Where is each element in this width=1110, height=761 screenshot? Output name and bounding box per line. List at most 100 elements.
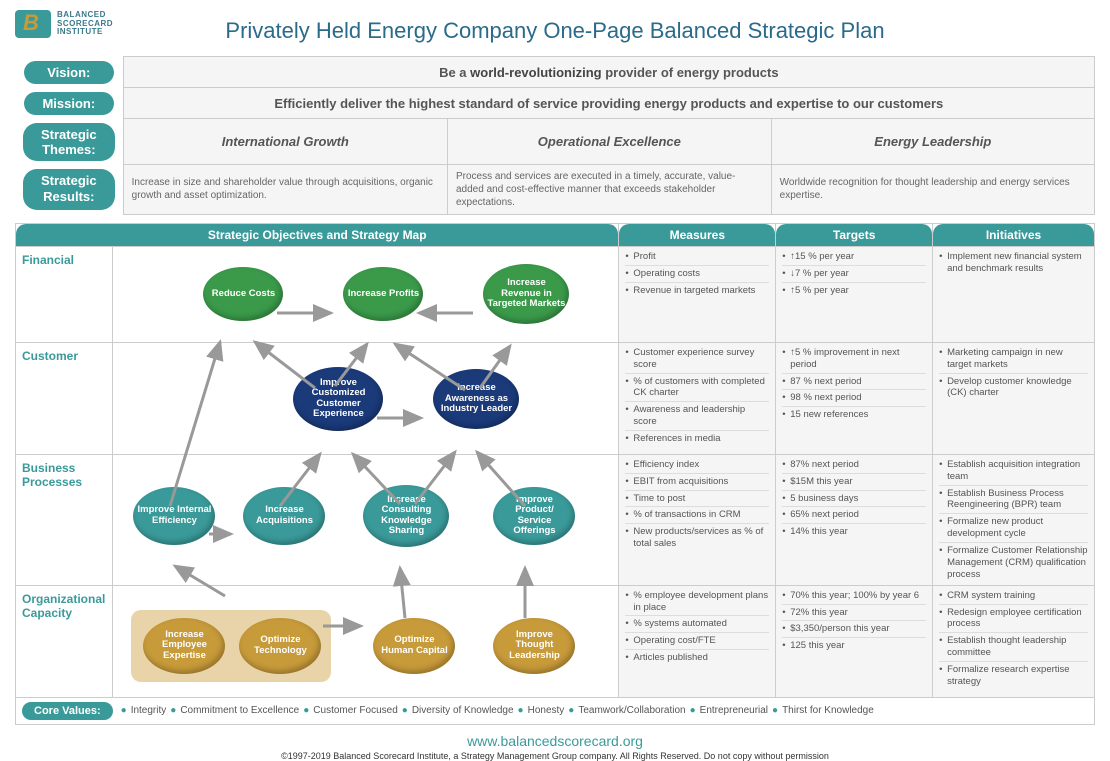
list-item: Articles published (625, 650, 769, 666)
footer-copyright: ©1997-2019 Balanced Scorecard Institute,… (15, 751, 1095, 761)
core-value: Customer Focused (313, 705, 397, 716)
core-values-row: Core Values: ●Integrity●Commitment to Ex… (15, 698, 1095, 725)
list-item: Profit (625, 249, 769, 266)
list-item: ↑15 % per year (782, 249, 926, 266)
map-business: Improve Internal Efficiency Increase Acq… (113, 454, 619, 585)
list-item: % systems automated (625, 616, 769, 633)
core-value: Thirst for Knowledge (782, 705, 874, 716)
list-item: Establish thought leadership committee (939, 633, 1088, 662)
list-item: Implement new financial system and bench… (939, 249, 1088, 277)
oval-increase-consulting: Increase Consulting Knowledge Sharing (363, 485, 449, 547)
list-item: Operating costs (625, 266, 769, 283)
vision-text: Be a world-revolutionizing provider of e… (123, 57, 1094, 88)
list-item: 15 new references (782, 407, 926, 423)
col-map: Strategic Objectives and Strategy Map (16, 224, 618, 246)
targets-financial: ↑15 % per year↓7 % per year↑5 % per year (776, 246, 933, 342)
targets-customer: ↑5 % improvement in next period87 % next… (776, 342, 933, 454)
bullet-icon: ● (121, 705, 127, 716)
oval-increase-acq: Increase Acquisitions (243, 487, 325, 545)
core-value: Commitment to Excellence (180, 705, 299, 716)
measures-org: % employee development plans in place% s… (619, 585, 776, 697)
list-item: 87 % next period (782, 374, 926, 391)
oval-improve-offerings: Improve Product/ Service Offerings (493, 487, 575, 545)
core-values-label: Core Values: (22, 702, 113, 720)
list-item: Operating cost/FTE (625, 633, 769, 650)
list-item: 125 this year (782, 638, 926, 654)
list-item: Revenue in targeted markets (625, 283, 769, 299)
persp-financial: Financial (16, 246, 113, 342)
initiatives-customer: Marketing campaign in new target markets… (933, 342, 1095, 454)
persp-org: Organizational Capacity (16, 585, 113, 697)
list-item: 70% this year; 100% by year 6 (782, 588, 926, 605)
measures-business: Efficiency indexEBIT from acquisitionsTi… (619, 454, 776, 585)
list-item: Formalize new product development cycle (939, 514, 1088, 543)
result-2: Worldwide recognition for thought leader… (771, 165, 1094, 215)
map-financial: Reduce Costs Increase Profits Increase R… (113, 246, 619, 342)
oval-reduce-costs: Reduce Costs (203, 267, 283, 321)
col-initiatives: Initiatives (933, 224, 1094, 246)
main-grid: Strategic Objectives and Strategy Map Me… (15, 223, 1095, 698)
oval-improve-cx: Improve Customized Customer Experience (293, 367, 383, 431)
list-item: EBIT from acquisitions (625, 474, 769, 491)
list-item: Develop customer knowledge (CK) charter (939, 374, 1088, 402)
list-item: Establish Business Process Reengineering… (939, 486, 1088, 515)
theme-1: Operational Excellence (448, 119, 772, 165)
list-item: $3,350/person this year (782, 621, 926, 638)
bullet-icon: ● (518, 705, 524, 716)
vision-label: Vision: (24, 61, 114, 84)
bullet-icon: ● (303, 705, 309, 716)
list-item: 98 % next period (782, 390, 926, 407)
persp-business: Business Processes (16, 454, 113, 585)
list-item: Efficiency index (625, 457, 769, 474)
list-item: Establish acquisition integration team (939, 457, 1088, 486)
list-item: Formalize Customer Relationship Manageme… (939, 543, 1088, 583)
list-item: Redesign employee certification process (939, 605, 1088, 634)
oval-increase-profits: Increase Profits (343, 267, 423, 321)
theme-2: Energy Leadership (771, 119, 1094, 165)
bullet-icon: ● (402, 705, 408, 716)
list-item: Awareness and leadership score (625, 402, 769, 431)
result-0: Increase in size and shareholder value t… (123, 165, 447, 215)
list-item: 65% next period (782, 507, 926, 524)
list-item: % of customers with completed CK charter (625, 374, 769, 403)
list-item: ↓7 % per year (782, 266, 926, 283)
targets-business: 87% next period$15M this year5 business … (776, 454, 933, 585)
col-measures: Measures (619, 224, 775, 246)
oval-improve-efficiency: Improve Internal Efficiency (133, 487, 215, 545)
core-value: Entrepreneurial (700, 705, 768, 716)
initiatives-business: Establish acquisition integration teamEs… (933, 454, 1095, 585)
list-item: Marketing campaign in new target markets (939, 345, 1088, 374)
header-table: Vision: Be a world-revolutionizing provi… (15, 56, 1095, 215)
list-item: Customer experience survey score (625, 345, 769, 374)
core-value: Integrity (131, 705, 167, 716)
theme-0: International Growth (123, 119, 447, 165)
bullet-icon: ● (690, 705, 696, 716)
oval-improve-thought: Improve Thought Leadership (493, 618, 575, 674)
themes-label: Strategic Themes: (23, 123, 115, 161)
targets-org: 70% this year; 100% by year 672% this ye… (776, 585, 933, 697)
logo-text: Balanced Scorecard Institute (57, 11, 113, 37)
mission-text: Efficiently deliver the highest standard… (123, 88, 1094, 119)
map-org: Increase Employee Expertise Optimize Tec… (113, 585, 619, 697)
oval-optimize-hc: Optimize Human Capital (373, 618, 455, 674)
list-item: References in media (625, 431, 769, 447)
map-customer: Improve Customized Customer Experience I… (113, 342, 619, 454)
bullet-icon: ● (170, 705, 176, 716)
results-label: Strategic Results: (23, 169, 115, 211)
list-item: New products/services as % of total sale… (625, 524, 769, 552)
core-value: Diversity of Knowledge (412, 705, 514, 716)
mission-label: Mission: (24, 92, 114, 115)
bullet-icon: ● (772, 705, 778, 716)
core-value: Honesty (528, 705, 565, 716)
page-title: Privately Held Energy Company One-Page B… (15, 10, 1095, 56)
list-item: ↑5 % per year (782, 283, 926, 299)
measures-customer: Customer experience survey score% of cus… (619, 342, 776, 454)
core-value: Teamwork/Collaboration (578, 705, 685, 716)
col-targets: Targets (776, 224, 932, 246)
oval-optimize-tech: Optimize Technology (239, 618, 321, 674)
list-item: % of transactions in CRM (625, 507, 769, 524)
list-item: 14% this year (782, 524, 926, 540)
bullet-icon: ● (568, 705, 574, 716)
logo-mark (15, 10, 51, 38)
initiatives-financial: Implement new financial system and bench… (933, 246, 1095, 342)
